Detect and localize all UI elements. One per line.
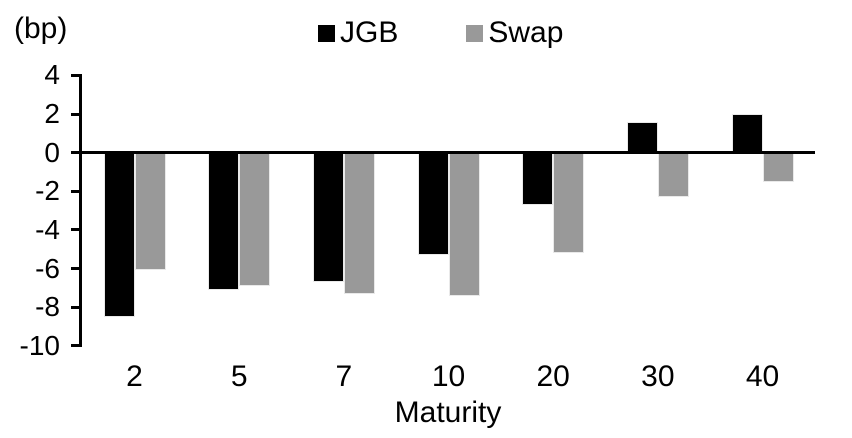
legend-swatch-jgb-icon [318, 24, 335, 42]
bar-jgb-5 [208, 152, 240, 290]
x-tick-label: 10 [431, 360, 466, 393]
y-tick-label: 2 [44, 98, 60, 130]
x-tick-label: 2 [126, 360, 143, 393]
y-tick-mark [71, 151, 79, 155]
x-tick-label: 40 [745, 360, 780, 393]
bar-swap-20 [553, 152, 585, 254]
bar-swap-40 [762, 152, 794, 182]
legend: JGB Swap [318, 15, 563, 51]
y-tick-mark [71, 73, 79, 77]
bar-swap-5 [239, 152, 271, 286]
bar-jgb-20 [522, 152, 554, 205]
y-tick-mark [71, 344, 79, 348]
x-tick-label: 30 [641, 360, 675, 393]
legend-item-jgb: JGB [318, 17, 398, 49]
x-tick-label: 5 [230, 360, 248, 393]
bar-swap-10 [448, 152, 480, 296]
x-tick-label: 20 [536, 360, 570, 393]
y-tick-mark [71, 305, 79, 309]
y-tick-label: -2 [35, 175, 60, 207]
x-tick-label: 7 [335, 360, 353, 393]
bar-swap-30 [657, 152, 689, 198]
y-tick-mark [71, 228, 79, 232]
legend-item-swap: Swap [466, 17, 563, 49]
legend-swatch-swap-icon [466, 24, 484, 42]
bar-jgb-40 [731, 114, 763, 153]
x-axis-title: Maturity [394, 396, 502, 429]
y-tick-label: 0 [44, 136, 60, 168]
y-tick-label: 4 [44, 59, 60, 91]
bar-jgb-7 [312, 152, 344, 283]
y-tick-label: -8 [35, 291, 60, 323]
bar-swap-7 [343, 152, 375, 294]
bar-jgb-2 [103, 152, 135, 317]
y-axis-unit-label: (bp) [14, 12, 68, 45]
legend-label-jgb: JGB [340, 16, 399, 49]
y-tick-mark [71, 267, 79, 271]
y-tick-mark [71, 189, 79, 193]
bar-jgb-10 [417, 152, 449, 256]
y-tick-label: -10 [19, 329, 60, 361]
legend-label-swap: Swap [488, 16, 564, 49]
bar-swap-2 [134, 152, 166, 271]
bar-jgb-30 [626, 121, 658, 153]
y-tick-label: -6 [35, 252, 60, 284]
y-axis-line [79, 74, 82, 347]
x-axis-zero-line [79, 151, 815, 155]
y-tick-mark [71, 112, 79, 116]
y-tick-label: -4 [35, 213, 60, 245]
